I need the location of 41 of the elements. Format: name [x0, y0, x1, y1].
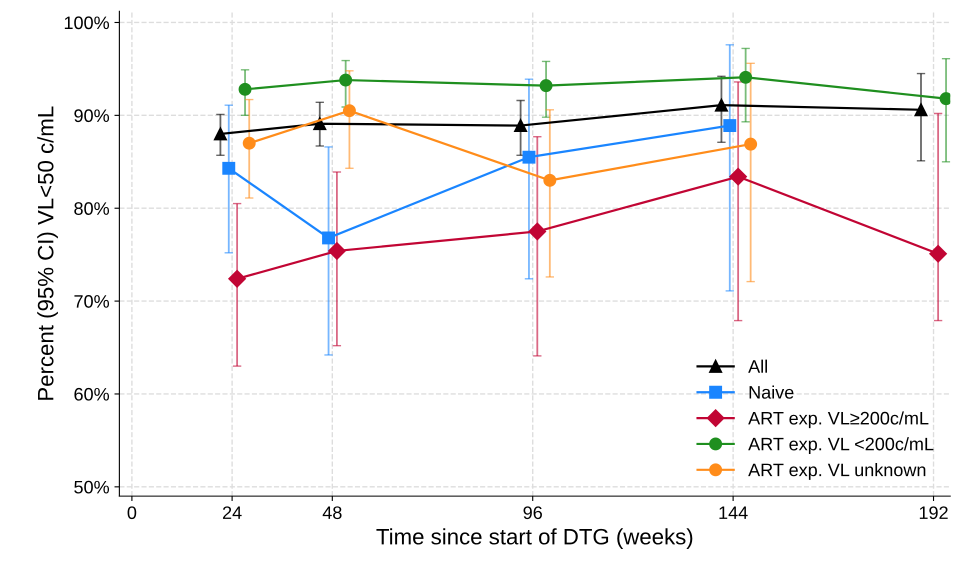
legend-label: ART exp. VL unknown	[748, 463, 926, 480]
point	[339, 74, 352, 87]
point	[222, 162, 236, 175]
y-tick-label: 90%	[74, 109, 110, 122]
legend-label: All	[748, 360, 767, 373]
point	[214, 127, 227, 140]
point	[714, 98, 728, 112]
point	[228, 270, 246, 288]
y-tick-label: 80%	[74, 202, 110, 215]
point	[914, 103, 928, 116]
point	[729, 168, 747, 186]
x-tick-label: 96	[524, 506, 542, 520]
point	[723, 119, 736, 132]
point	[342, 104, 356, 118]
x-tick-label: 24	[222, 506, 242, 519]
point	[528, 222, 546, 240]
point	[322, 231, 336, 244]
x-tick-label: 144	[719, 506, 748, 519]
x-tick-label: 48	[322, 506, 342, 520]
x-tick-label: 0	[128, 506, 136, 520]
point	[929, 244, 947, 262]
point	[313, 117, 326, 130]
y-tick-label: 100%	[64, 16, 110, 30]
y-tick-label: 50%	[74, 480, 110, 494]
point	[238, 82, 252, 96]
point	[540, 79, 553, 92]
point	[744, 138, 758, 151]
y-tick-label: 70%	[74, 295, 110, 308]
x-tick-label: 192	[920, 506, 948, 520]
y-axis-title: Percent (95% CI) VL<50 c/mL	[37, 106, 58, 400]
y-tick-label: 60%	[74, 388, 110, 401]
point	[739, 70, 752, 84]
point	[328, 242, 346, 260]
point	[543, 174, 556, 187]
legend-label: ART exp. VL≥200c/mL	[748, 411, 928, 428]
legend-label: ART exp. VL <200c/mL	[748, 437, 934, 454]
x-axis-title: Time since start of DTG (weeks)	[376, 528, 692, 549]
point	[242, 136, 256, 150]
point	[514, 119, 528, 132]
legend-label: Naive	[750, 385, 794, 399]
point	[522, 150, 536, 164]
